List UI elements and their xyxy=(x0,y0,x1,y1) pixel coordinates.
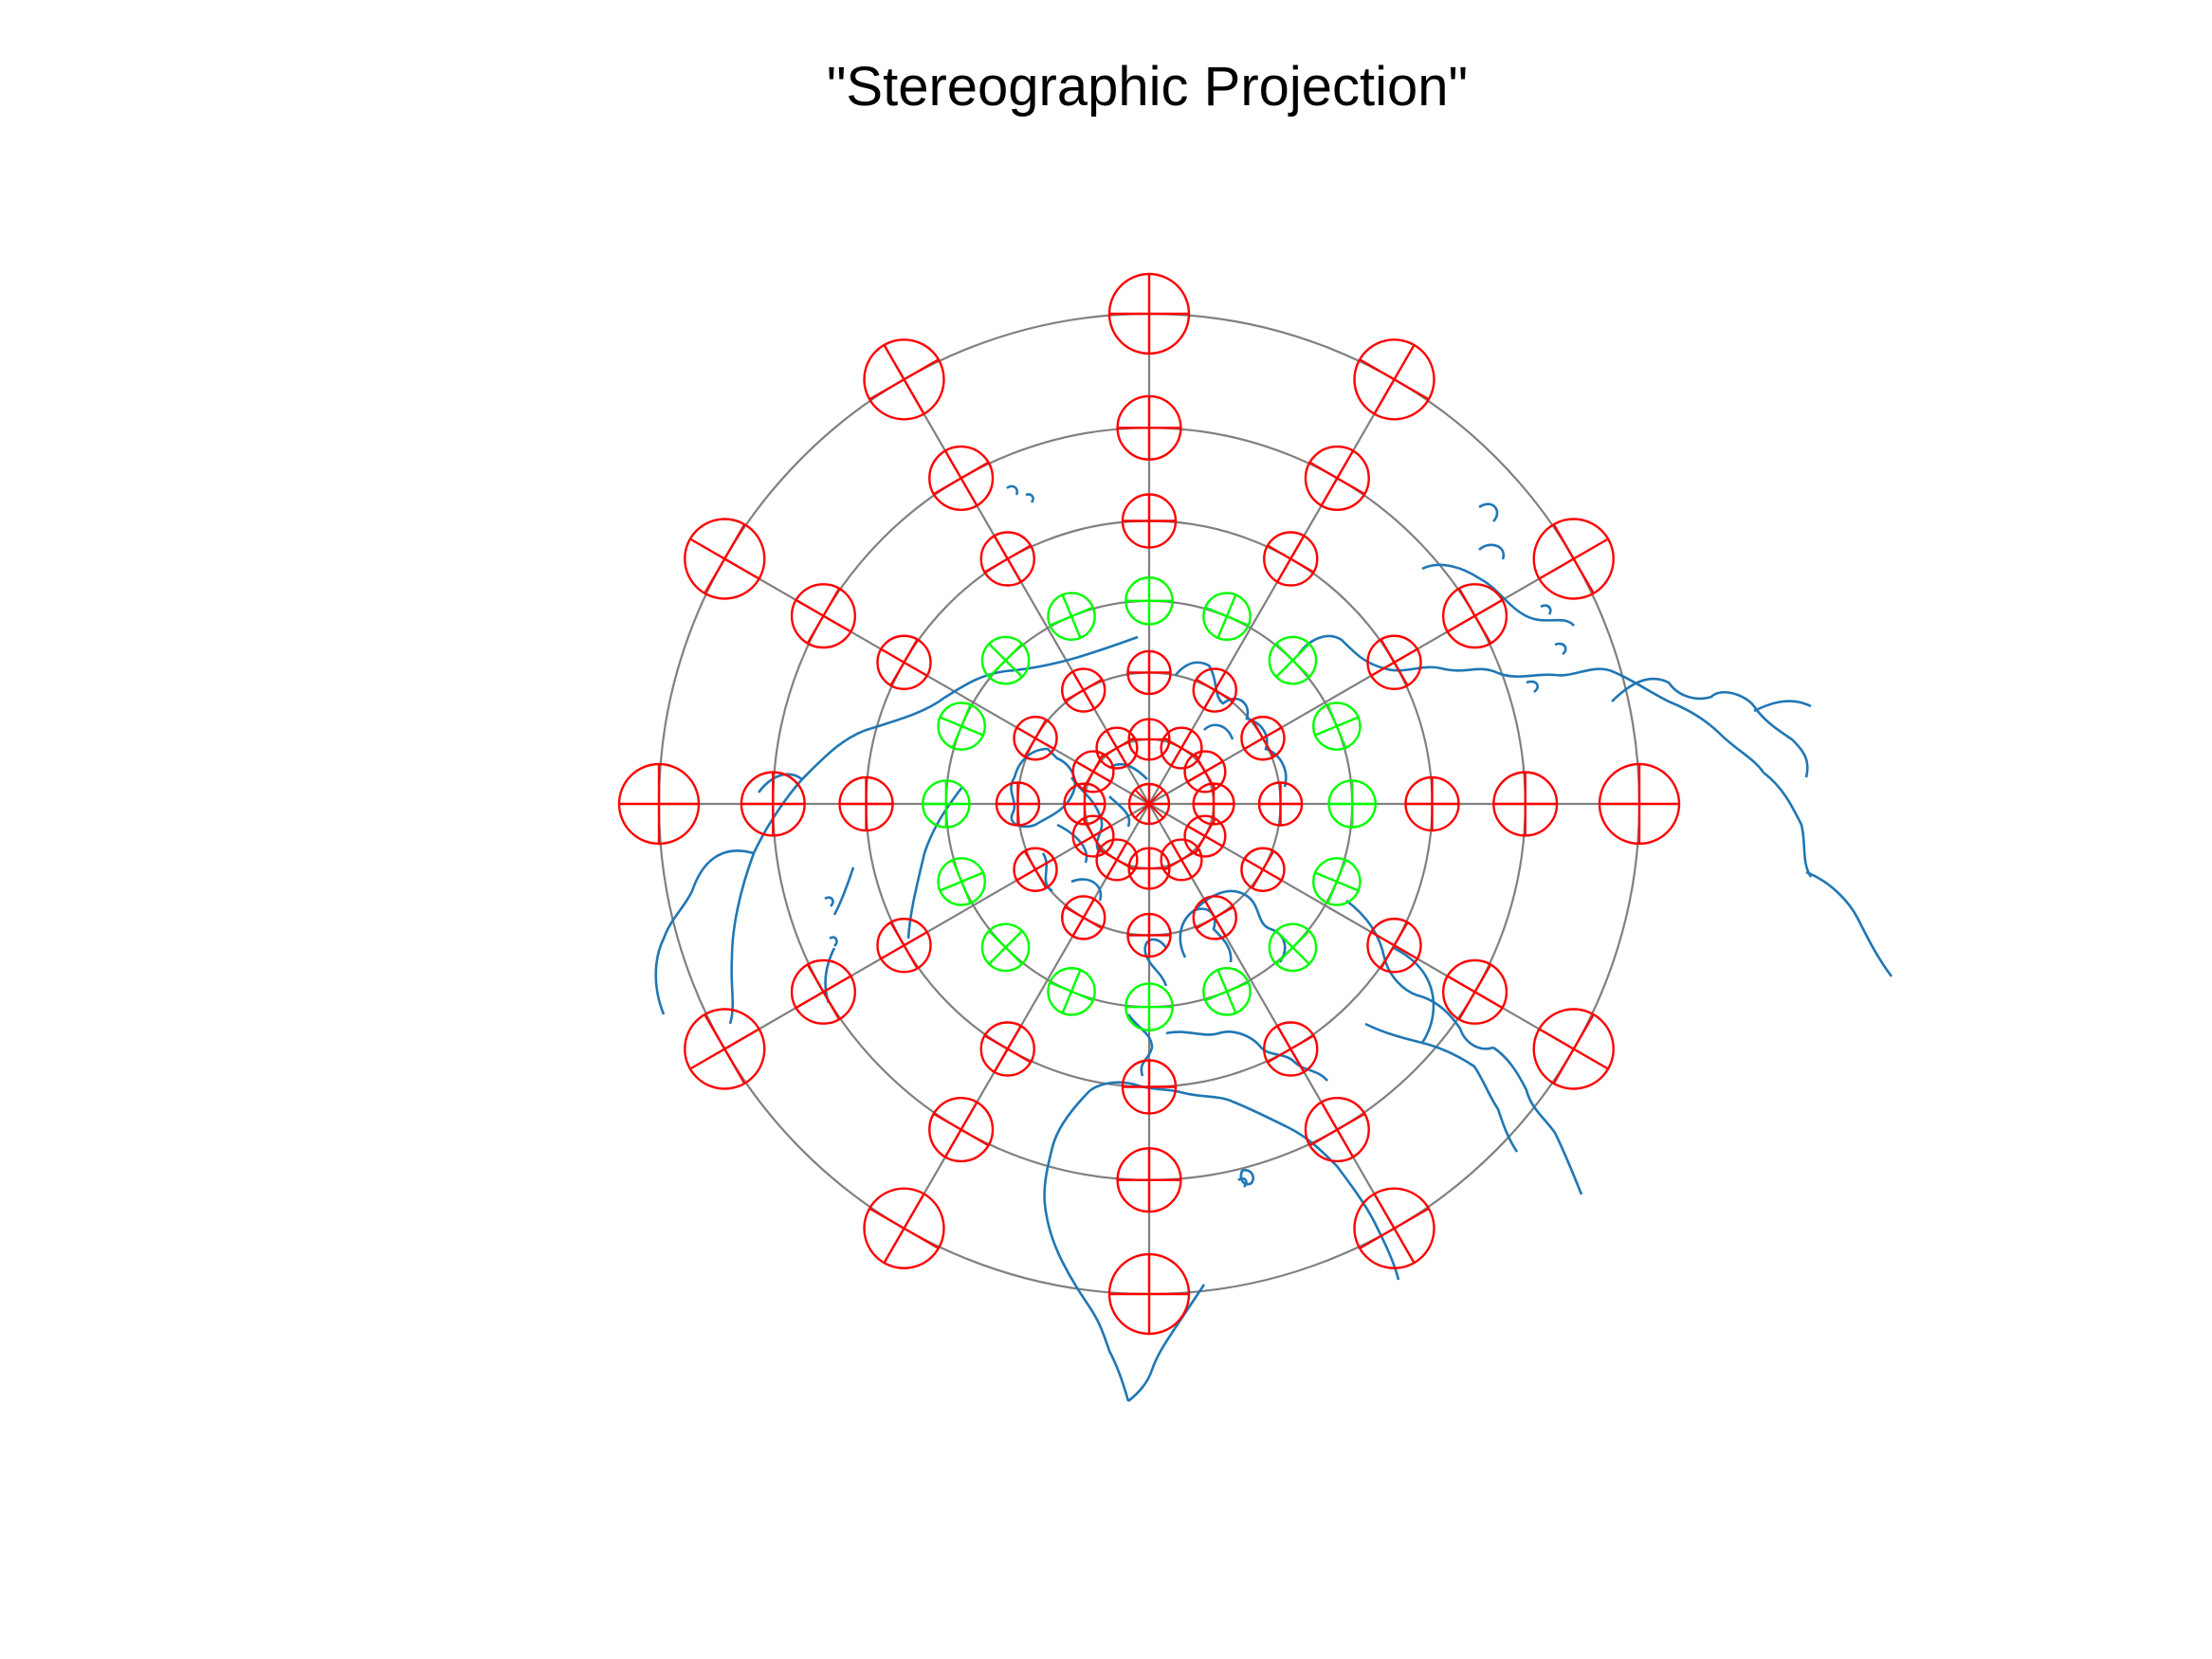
indicatrix-75-30 xyxy=(1160,726,1203,770)
indicatrix-30-300 xyxy=(876,634,932,690)
indicatrix-30-270 xyxy=(838,775,894,832)
indicatrix-15-180 xyxy=(1116,1147,1182,1213)
indicatrix-30-180 xyxy=(1121,1059,1178,1115)
indicatrix-0-210 xyxy=(863,1187,945,1269)
indicatrix-60-0 xyxy=(1126,649,1172,696)
coastline-india xyxy=(1393,946,1435,1044)
indicatrix-0-330 xyxy=(863,338,945,421)
indicatrix-45-67.5 xyxy=(1312,702,1362,751)
indicatrix-0-30 xyxy=(1353,338,1435,421)
indicatrix-60-120 xyxy=(1240,847,1286,892)
indicatrix-30-90 xyxy=(1404,775,1460,832)
indicatrix-45-112.5 xyxy=(1312,857,1362,906)
indicatrix-15-210 xyxy=(928,1096,995,1163)
indicatrix-30-60 xyxy=(1366,634,1422,690)
indicatrix-45-315 xyxy=(980,635,1031,685)
coastline-north-america xyxy=(654,635,1139,1025)
indicatrix-30-210 xyxy=(979,1021,1035,1077)
coastline-islands xyxy=(824,484,1567,1188)
indicatrix-0-270 xyxy=(617,762,701,846)
tissot-indicatrices xyxy=(617,272,1681,1336)
indicatrix-60-150 xyxy=(1192,895,1237,940)
indicatrix-60-30 xyxy=(1192,667,1237,713)
coastline-far-east xyxy=(1611,677,1893,977)
indicatrix-30-240 xyxy=(876,918,932,974)
indicatrix-0-120 xyxy=(1532,1008,1615,1090)
indicatrix-15-300 xyxy=(790,583,857,649)
indicatrix-45-180 xyxy=(1124,982,1174,1031)
indicatrix-15-0 xyxy=(1116,394,1182,461)
indicatrix-45-292.5 xyxy=(937,702,986,751)
indicatrix-60-180 xyxy=(1126,912,1172,958)
indicatrix-30-30 xyxy=(1263,531,1319,587)
indicatrix-15-330 xyxy=(928,445,995,512)
indicatrix-0-180 xyxy=(1107,1252,1191,1336)
indicatrix-45-90 xyxy=(1327,779,1377,829)
indicatrix-0-240 xyxy=(684,1008,766,1090)
coastline-africa xyxy=(1043,1081,1400,1403)
indicatrix-45-0 xyxy=(1124,576,1174,626)
indicatrix-15-30 xyxy=(1304,445,1370,512)
indicatrix-45-337.5 xyxy=(1047,592,1096,641)
coastline-canadian-archipelago xyxy=(1041,762,1148,902)
indicatrix-15-150 xyxy=(1304,1096,1370,1163)
coastlines xyxy=(654,484,1893,1403)
indicatrix-45-247.5 xyxy=(937,857,986,906)
coastline-siberia-east xyxy=(1421,502,1575,627)
indicatrix-60-300 xyxy=(1013,716,1058,761)
indicatrix-30-330 xyxy=(979,531,1035,587)
indicatrix-45-22.5 xyxy=(1202,592,1252,641)
indicatrix-60-90 xyxy=(1257,781,1304,827)
coastline-arabia xyxy=(1364,1022,1519,1153)
indicatrix-0-0 xyxy=(1107,272,1191,356)
indicatrix-45-202.5 xyxy=(1047,967,1096,1016)
coastline-eurasia-north xyxy=(1175,634,1765,788)
indicatrix-45-270 xyxy=(922,779,971,829)
indicatrix-0-60 xyxy=(1532,518,1615,600)
indicatrix-45-157.5 xyxy=(1202,967,1252,1016)
indicatrix-0-150 xyxy=(1353,1187,1435,1269)
indicatrix-60-330 xyxy=(1061,667,1106,713)
indicatrix-30-120 xyxy=(1366,918,1422,974)
indicatrix-30-0 xyxy=(1121,493,1178,549)
coastline-asia-south xyxy=(1345,899,1583,1195)
indicatrix-15-270 xyxy=(740,771,806,837)
indicatrix-15-90 xyxy=(1492,771,1559,837)
coastline-greenland xyxy=(1010,747,1076,829)
indicatrix-15-120 xyxy=(1441,958,1508,1025)
indicatrix-60-210 xyxy=(1061,895,1106,940)
indicatrix-45-225 xyxy=(980,922,1031,973)
indicatrix-60-270 xyxy=(995,781,1041,827)
indicatrix-30-150 xyxy=(1263,1021,1319,1077)
indicatrix-45-45 xyxy=(1268,635,1318,685)
indicatrix-0-300 xyxy=(684,518,766,600)
indicatrix-45-135 xyxy=(1268,922,1318,973)
indicatrix-15-240 xyxy=(790,958,857,1025)
indicatrix-pole xyxy=(1127,782,1171,826)
coastline-europe-mediterranean xyxy=(1126,1013,1328,1082)
indicatrix-15-60 xyxy=(1441,583,1508,649)
map-title: "Stereographic Projection" xyxy=(826,56,1469,118)
indicatrix-0-90 xyxy=(1598,762,1681,846)
indicatrix-60-60 xyxy=(1240,716,1286,761)
indicatrix-75-330 xyxy=(1095,726,1139,770)
indicatrix-60-240 xyxy=(1013,847,1058,892)
